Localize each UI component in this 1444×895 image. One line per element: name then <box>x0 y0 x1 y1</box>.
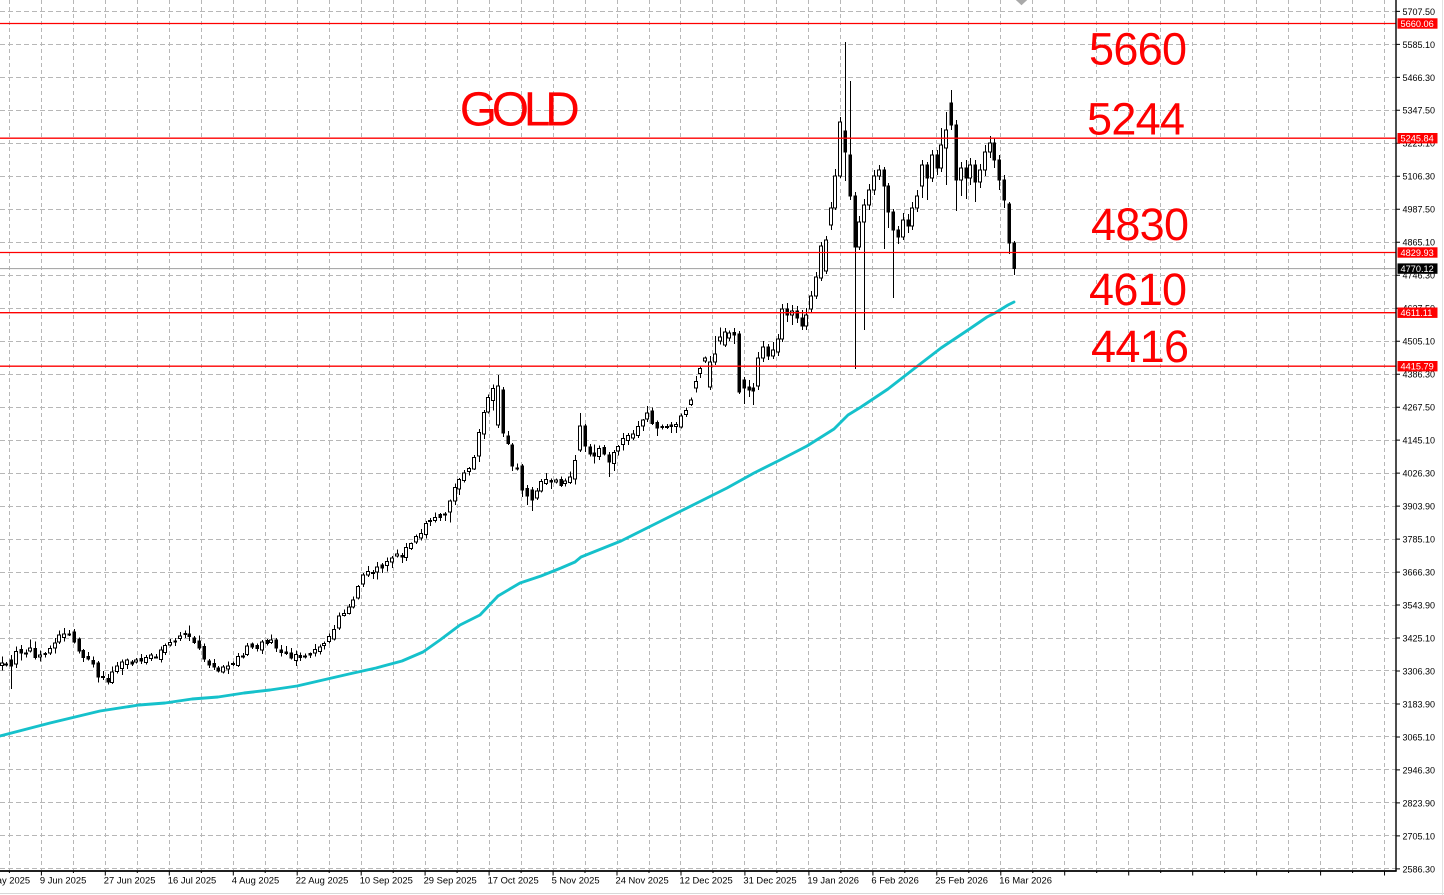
svg-text:4415.79: 4415.79 <box>1401 362 1434 372</box>
svg-text:6 Feb 2026: 6 Feb 2026 <box>871 875 918 886</box>
svg-text:4610: 4610 <box>1089 264 1187 315</box>
svg-text:4829.93: 4829.93 <box>1401 248 1434 258</box>
svg-text:4746.30: 4746.30 <box>1403 271 1436 281</box>
svg-text:17 Oct 2025: 17 Oct 2025 <box>488 875 539 886</box>
svg-text:4145.10: 4145.10 <box>1403 436 1436 446</box>
svg-text:3543.90: 3543.90 <box>1403 600 1436 610</box>
svg-text:4 Aug 2025: 4 Aug 2025 <box>232 875 279 886</box>
svg-text:5106.30: 5106.30 <box>1403 172 1436 182</box>
svg-text:5707.50: 5707.50 <box>1403 7 1436 17</box>
svg-text:4267.50: 4267.50 <box>1403 403 1436 413</box>
svg-text:19 Jan 2026: 19 Jan 2026 <box>807 875 859 886</box>
svg-text:24 Nov 2025: 24 Nov 2025 <box>616 875 669 886</box>
svg-text:3425.10: 3425.10 <box>1403 633 1436 643</box>
svg-text:2823.90: 2823.90 <box>1403 798 1436 808</box>
svg-text:29 Sep 2025: 29 Sep 2025 <box>424 875 477 886</box>
svg-text:5585.10: 5585.10 <box>1403 40 1436 50</box>
svg-text:4865.10: 4865.10 <box>1403 238 1436 248</box>
svg-text:22 Aug 2025: 22 Aug 2025 <box>296 875 349 886</box>
svg-text:5245.84: 5245.84 <box>1401 134 1434 144</box>
svg-text:5466.30: 5466.30 <box>1403 73 1436 83</box>
svg-text:4611.11: 4611.11 <box>1401 308 1433 318</box>
svg-text:21 May 2025: 21 May 2025 <box>0 875 30 886</box>
svg-text:3065.10: 3065.10 <box>1403 732 1436 742</box>
svg-text:4987.50: 4987.50 <box>1403 205 1436 215</box>
svg-text:3785.10: 3785.10 <box>1403 535 1436 545</box>
svg-text:4386.30: 4386.30 <box>1403 370 1436 380</box>
svg-text:4830: 4830 <box>1091 199 1189 250</box>
svg-text:2586.30: 2586.30 <box>1403 864 1436 874</box>
svg-text:25 Feb 2026: 25 Feb 2026 <box>935 875 988 886</box>
svg-text:4505.10: 4505.10 <box>1403 337 1436 347</box>
svg-text:4770.12: 4770.12 <box>1401 264 1434 274</box>
svg-text:GOLD: GOLD <box>460 83 580 136</box>
svg-text:12 Dec 2025: 12 Dec 2025 <box>680 875 733 886</box>
svg-text:4416: 4416 <box>1091 321 1189 372</box>
svg-text:5660.06: 5660.06 <box>1401 19 1434 29</box>
svg-text:16 Jul 2025: 16 Jul 2025 <box>168 875 216 886</box>
svg-text:10 Sep 2025: 10 Sep 2025 <box>360 875 413 886</box>
svg-text:31 Dec 2025: 31 Dec 2025 <box>743 875 796 886</box>
svg-text:5 Nov 2025: 5 Nov 2025 <box>552 875 600 886</box>
svg-text:4026.30: 4026.30 <box>1403 469 1436 479</box>
svg-text:2946.30: 2946.30 <box>1403 765 1436 775</box>
svg-text:5244: 5244 <box>1087 93 1185 144</box>
svg-text:5347.50: 5347.50 <box>1403 106 1436 116</box>
svg-text:9 Jun 2025: 9 Jun 2025 <box>40 875 86 886</box>
svg-text:3183.90: 3183.90 <box>1403 699 1436 709</box>
svg-text:2705.10: 2705.10 <box>1403 831 1436 841</box>
svg-text:3666.30: 3666.30 <box>1403 568 1436 578</box>
svg-text:5225.10: 5225.10 <box>1403 139 1436 149</box>
svg-text:16 Mar 2026: 16 Mar 2026 <box>999 875 1052 886</box>
svg-text:3306.30: 3306.30 <box>1403 666 1436 676</box>
svg-text:27 Jun 2025: 27 Jun 2025 <box>104 875 156 886</box>
svg-text:5660: 5660 <box>1089 23 1187 74</box>
svg-text:3903.90: 3903.90 <box>1403 502 1436 512</box>
